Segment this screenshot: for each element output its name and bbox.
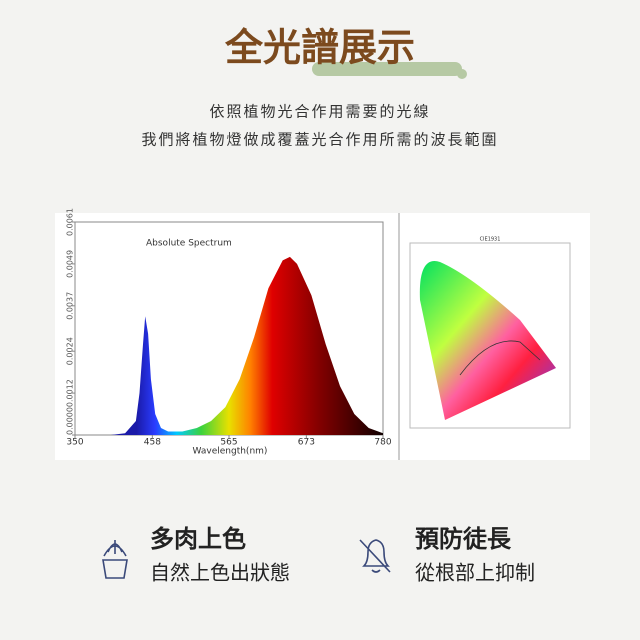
cie-chart: CIE1931: [409, 237, 571, 429]
x-tick-label: 780: [374, 438, 391, 448]
y-tick-label: 0.0012: [66, 379, 75, 407]
cie-frame: [409, 242, 571, 429]
subtitle: 依照植物光合作用需要的光線: [209, 103, 430, 121]
page-title: 全光譜展示: [224, 26, 415, 70]
x-tick-label: 673: [298, 438, 315, 448]
feature-1: 多肉上色 自然上色出狀態: [102, 525, 290, 585]
x-tick-label: 350: [66, 438, 83, 448]
title-highlight: [312, 62, 462, 76]
feature-title: 多肉上色: [150, 525, 246, 553]
y-tick-label: 0.0024: [66, 337, 75, 365]
y-tick-label: 0.0037: [66, 292, 75, 320]
mute-icon: [359, 539, 391, 573]
chart-title: Absolute Spectrum: [146, 239, 232, 249]
x-tick-label: 565: [220, 438, 237, 448]
x-tick-label: 458: [144, 438, 161, 448]
planck-locus: [459, 340, 541, 376]
title-dot: [457, 69, 467, 79]
y-tick-label: 0.0061: [66, 208, 75, 236]
plant-icon: [102, 540, 128, 579]
y-tick-label: 0.0000: [66, 407, 75, 435]
feature-text: 從根部上抑制: [415, 561, 535, 585]
feature-2: 預防徒長 從根部上抑制: [359, 525, 535, 585]
subtitle: 我們將植物燈做成覆蓋光合作用所需的波長範圍: [141, 131, 498, 149]
feature-text: 自然上色出狀態: [150, 561, 290, 585]
spectrum-area: [110, 256, 384, 435]
y-tick-label: 0.0049: [66, 250, 75, 278]
cie-gamut: [419, 261, 556, 420]
cie-title: CIE1931: [480, 237, 501, 243]
spectrum-chart: Absolute Spectrum Wavelength(nm) 350 458 5…: [66, 208, 392, 457]
feature-title: 預防徒長: [415, 525, 512, 553]
x-axis-label: Wavelength(nm): [193, 447, 268, 457]
